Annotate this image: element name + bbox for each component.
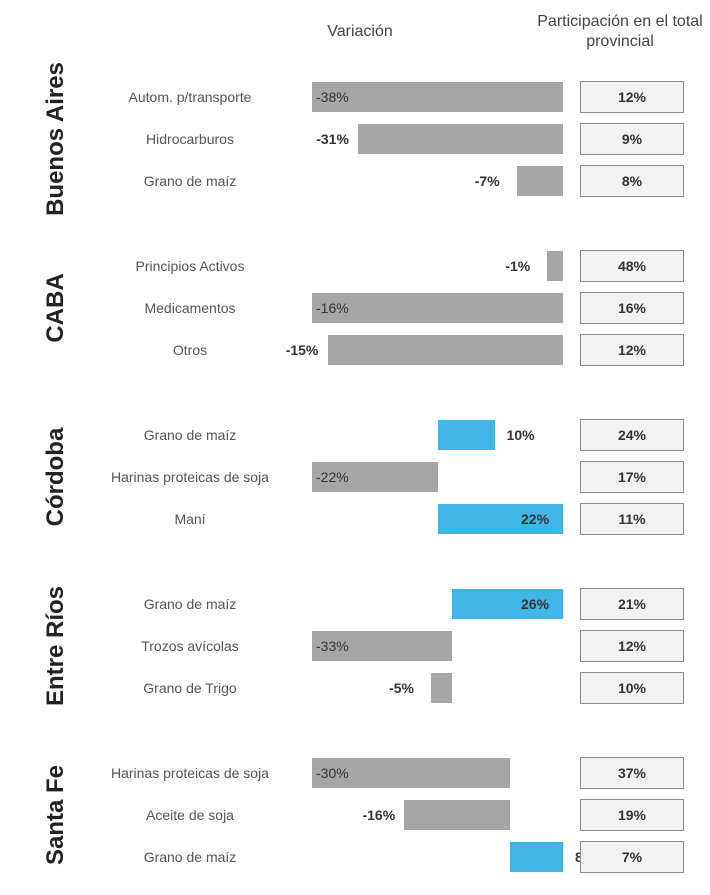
share-box: 19% [580,799,684,831]
value-label: -5% [389,680,415,696]
value-label: -31% [316,131,349,147]
value-label: 10% [506,427,535,443]
category-label: Grano de maíz [143,173,237,189]
share-box: 7% [580,841,684,873]
bar [452,589,563,619]
category-label: Principios Activos [135,258,245,274]
bar [516,166,563,196]
bar [431,673,453,703]
bar [510,842,563,872]
bar [327,335,563,365]
group-label: CABA [41,273,69,343]
share-box: 9% [580,123,684,155]
share-box: 12% [580,630,684,662]
category-label: Maní [174,511,206,527]
share-box: 37% [580,757,684,789]
group-label: Buenos Aires [41,62,69,216]
value-label: 22% [521,511,550,527]
category-label: Aceite de soja [146,807,234,823]
group-label: Santa Fe [41,764,69,866]
bar [547,251,563,281]
share-box: 21% [580,588,684,620]
value-label: -16% [316,300,349,316]
share-box: 12% [580,334,684,366]
category-label: Medicamentos [144,300,236,316]
value-label: -16% [362,807,396,823]
category-label: Grano de maíz [143,596,237,612]
bar [437,420,495,450]
share-box: 12% [580,81,684,113]
value-label: 26% [521,596,550,612]
bar [312,631,453,661]
share-box: 11% [580,503,684,535]
bar [312,758,511,788]
share-box: 48% [580,250,684,282]
value-label: -30% [316,765,349,781]
share-header: Participación en el total provincial [537,13,703,50]
category-label: Autom. p/transporte [128,89,252,105]
bar [437,504,563,534]
category-label: Harinas proteicas de soja [111,469,269,485]
category-label: Otros [172,342,208,358]
share-box: 10% [580,672,684,704]
category-label: Grano de maíz [143,849,237,865]
group-label: Córdoba [41,427,69,527]
category-label: Harinas proteicas de soja [111,765,269,781]
category-label: Grano de maíz [143,427,237,443]
page: Variación Participación en el total prov… [41,13,703,873]
value-label: -1% [505,258,531,274]
bar [312,462,438,492]
share-box: 17% [580,461,684,493]
bar [358,124,563,154]
value-label: -38% [316,89,349,105]
value-label: -22% [316,469,349,485]
bar [404,800,511,830]
share-box: 8% [580,165,684,197]
variation-header: Variación [327,23,393,40]
share-box: 16% [580,292,684,324]
category-label: Grano de Trigo [143,680,237,696]
bar [312,82,563,112]
group-label: Entre Ríos [41,585,69,707]
category-label: Hidrocarburos [146,131,234,147]
value-label: -15% [285,342,319,358]
bar [312,293,563,323]
value-label: -7% [474,173,500,189]
value-label: -33% [316,638,349,654]
category-label: Trozos avícolas [141,638,239,654]
share-box: 24% [580,419,684,451]
